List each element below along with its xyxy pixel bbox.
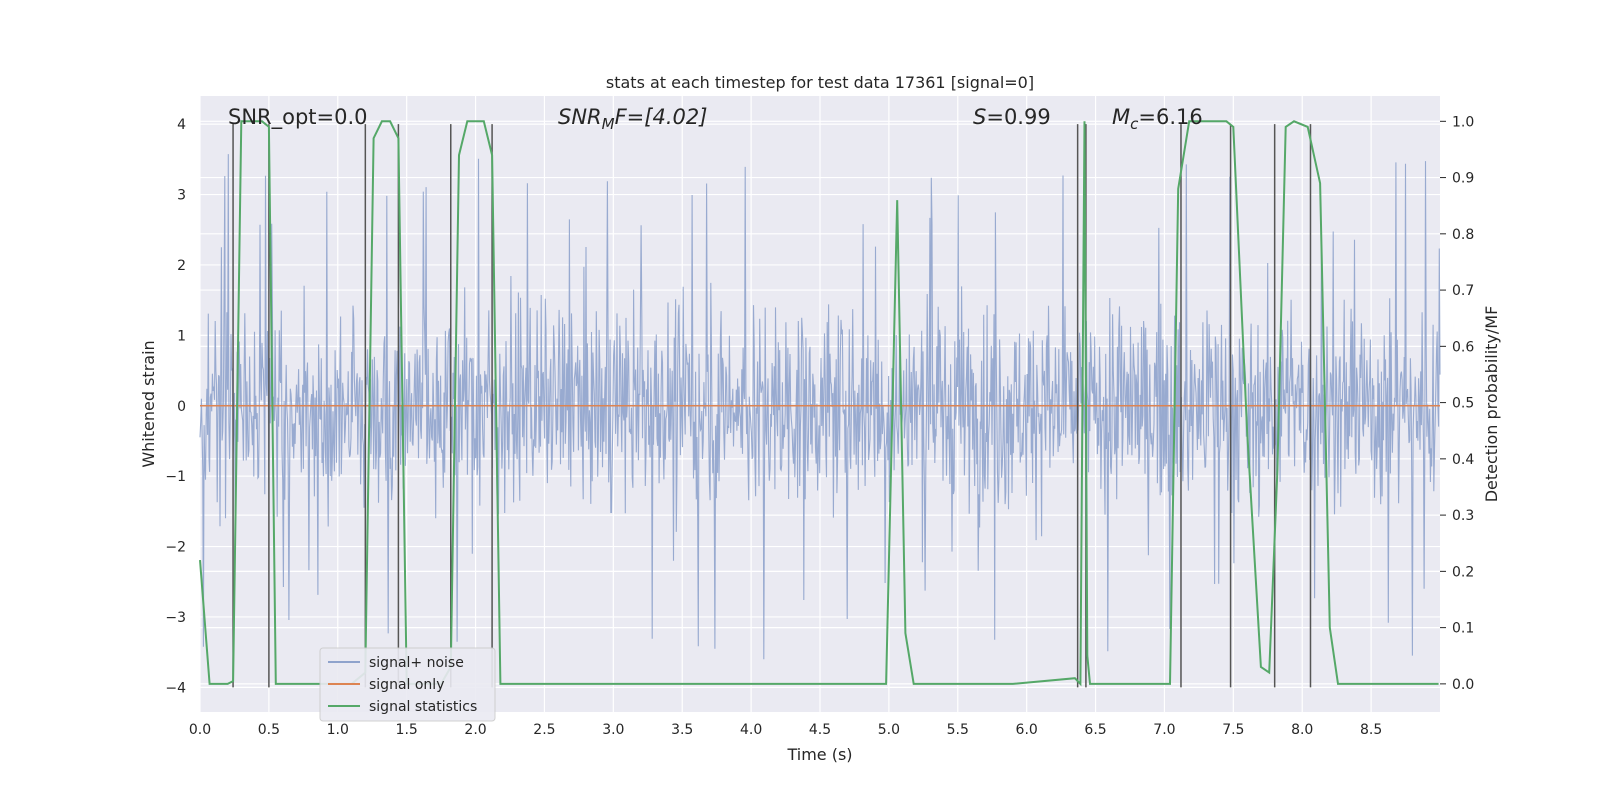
- x-tick-label: 3.0: [602, 722, 624, 738]
- annotation-s-value: S=0.99: [973, 105, 1051, 129]
- legend-label-stats: signal statistics: [369, 699, 477, 715]
- legend-label-signal: signal only: [369, 677, 444, 693]
- legend-label-noise: signal+ noise: [369, 655, 464, 671]
- mc-rest: =6.16: [1138, 105, 1202, 129]
- x-tick-label: 4.5: [809, 722, 831, 738]
- y-right-tick-label: 1.0: [1452, 114, 1474, 130]
- y-tick-label: −4: [165, 680, 186, 696]
- s-value-var: S: [973, 105, 986, 129]
- legend: signal+ noise signal only signal statist…: [319, 647, 496, 722]
- y-tick-label: 0: [177, 399, 186, 415]
- x-tick-label: 8.5: [1360, 722, 1382, 738]
- tick-labels: 0.0 0.5 1.0 1.5 2.0 2.5 3.0 3.5 4.0 4.5 5.0 5.5 6.0 6…: [165, 114, 1474, 738]
- x-tick-label: 6.0: [1016, 722, 1038, 738]
- y-right-tick-label: 0.6: [1452, 339, 1474, 355]
- snr-mf-base: SNR: [558, 105, 602, 129]
- noise-line: [199, 154, 1441, 660]
- y-right-tick-label: 0.8: [1452, 227, 1474, 243]
- chart-title: stats at each timestep for test data 173…: [606, 73, 1034, 92]
- x-tick-label: 5.5: [947, 722, 969, 738]
- y-tick-label: −2: [165, 540, 186, 556]
- y-tick-label: −1: [165, 469, 186, 485]
- y-tick-label: 4: [177, 117, 186, 133]
- x-tick-label: 1.0: [327, 722, 349, 738]
- legend-box: [319, 647, 496, 722]
- x-tick-label: 1.5: [396, 722, 418, 738]
- y-tick-label: 3: [177, 188, 186, 204]
- y-axis-label: Whitened strain: [139, 340, 158, 467]
- x-tick-label: 2.0: [464, 722, 486, 738]
- x-tick-label: 8.0: [1291, 722, 1313, 738]
- y-right-tick-label: 0.4: [1452, 452, 1474, 468]
- x-tick-label: 7.0: [1153, 722, 1175, 738]
- annotation-snr-mf: SNRMF=[4.02]: [558, 105, 707, 133]
- x-tick-label: 2.5: [533, 722, 555, 738]
- annotation-snr-opt: SNR_opt=0.0: [228, 105, 368, 130]
- x-tick-label: 4.0: [740, 722, 762, 738]
- y-tick-label: −3: [165, 610, 186, 626]
- y-right-tick-label: 0.7: [1452, 283, 1474, 299]
- s-value-rest: =0.99: [986, 105, 1050, 129]
- x-tick-label: 6.5: [1084, 722, 1106, 738]
- y-right-tick-label: 0.5: [1452, 396, 1474, 412]
- x-tick-label: 7.5: [1222, 722, 1244, 738]
- y-right-tick-label: 0.9: [1452, 171, 1474, 187]
- x-tick-label: 5.0: [878, 722, 900, 738]
- x-tick-label: 0.0: [189, 722, 211, 738]
- annotation-mc: Mc=6.16: [1112, 105, 1203, 133]
- x-tick-label: 0.5: [258, 722, 280, 738]
- y-axis-right-label: Detection probability/MF: [1482, 306, 1501, 503]
- y-tick-label: 2: [177, 258, 186, 274]
- noise-series: [199, 154, 1441, 660]
- snr-mf-sub: M: [602, 115, 615, 133]
- y-right-tick-label: 0.0: [1452, 677, 1474, 693]
- y-right-tick-label: 0.1: [1452, 621, 1474, 637]
- x-tick-label: 3.5: [671, 722, 693, 738]
- snr-mf-rest: F=[4.02]: [615, 105, 708, 129]
- y-right-tick-label: 0.2: [1452, 564, 1474, 580]
- y-tick-label: 1: [177, 328, 186, 344]
- mc-sub: c: [1130, 115, 1139, 133]
- y-right-tick-label: 0.3: [1452, 508, 1474, 524]
- mc-var: M: [1112, 105, 1130, 129]
- x-axis-label: Time (s): [786, 745, 852, 764]
